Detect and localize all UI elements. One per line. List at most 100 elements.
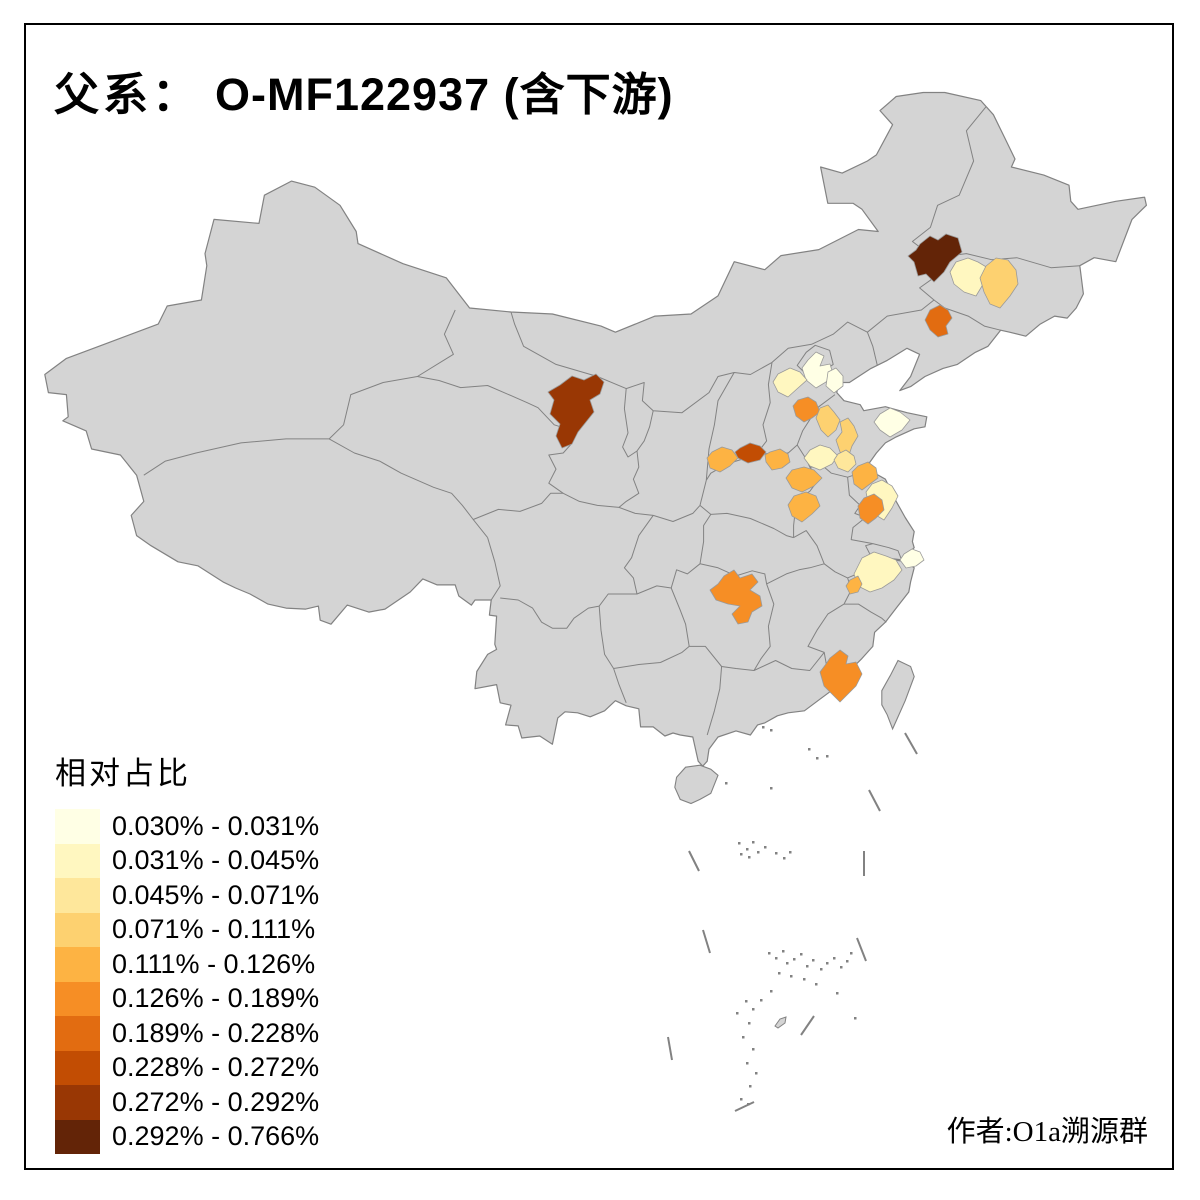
legend-row: 0.189% - 0.228%: [55, 1016, 319, 1051]
island-dot: [736, 1012, 739, 1015]
province-border: [699, 480, 707, 506]
prefecture-region-class-6: [792, 396, 821, 423]
legend-label: 0.030% - 0.031%: [112, 810, 320, 841]
prefecture-region-class-6: [709, 569, 763, 625]
small-island: [774, 1016, 787, 1029]
island-dot: [740, 853, 743, 856]
island-dot: [808, 748, 811, 751]
island-dot: [746, 848, 749, 851]
legend-label: 0.111% - 0.126%: [112, 948, 316, 979]
prefecture-region-class-5: [851, 461, 879, 491]
prefecture-region-class-4: [815, 404, 841, 438]
prefecture-region-class-6: [857, 493, 885, 525]
nine-dash-segment: [856, 937, 867, 962]
island-dot: [749, 1085, 752, 1088]
province-border: [473, 492, 564, 520]
prefecture-region-class-1: [825, 367, 844, 394]
prefecture-region-class-10: [907, 233, 963, 283]
island-dot: [836, 992, 839, 995]
island-dot: [742, 1036, 745, 1039]
prefecture-region-class-4: [979, 257, 1019, 309]
prefecture-region-class-7: [924, 304, 953, 338]
province-border: [143, 309, 456, 476]
island-dot: [747, 1103, 750, 1106]
province-border: [933, 253, 1080, 269]
province-border: [328, 438, 488, 538]
island-dot: [752, 841, 755, 844]
taiwan-island: [881, 659, 915, 731]
province-border: [706, 666, 723, 736]
island-dot: [770, 787, 773, 790]
legend-swatch: [55, 981, 100, 1016]
province-border: [487, 537, 501, 601]
prefecture-region-class-5: [845, 575, 863, 595]
legend-row: 0.272% - 0.292%: [55, 1085, 319, 1120]
legend-row: 0.071% - 0.111%: [55, 912, 319, 947]
title-prefix: 父系：: [54, 70, 202, 120]
province-border: [689, 645, 831, 692]
prefecture-region-class-2: [853, 551, 903, 593]
prefecture-region-class-5: [787, 491, 821, 523]
island-dot: [812, 959, 815, 962]
island-dot: [786, 962, 789, 965]
legend-label: 0.126% - 0.189%: [112, 983, 320, 1014]
island-dot: [748, 1022, 751, 1025]
island-dot: [760, 999, 763, 1002]
plot-frame: [24, 23, 1174, 1170]
province-border: [562, 492, 701, 522]
island-dot: [746, 1062, 749, 1065]
island-dot: [846, 960, 849, 963]
legend-swatch: [55, 1016, 100, 1051]
province-border: [598, 606, 627, 703]
island-dot: [783, 857, 786, 860]
nine-dash-segment: [702, 929, 711, 954]
legend-label: 0.272% - 0.292%: [112, 1086, 320, 1117]
hainan-island: [674, 764, 719, 805]
nine-dash-segment: [688, 850, 700, 872]
legend-swatch: [55, 878, 100, 913]
island-dot: [775, 852, 778, 855]
island-dot: [740, 1098, 743, 1101]
island-dot: [755, 1072, 758, 1075]
prefecture-region-class-1: [873, 407, 911, 438]
province-border: [766, 530, 825, 585]
province-border: [510, 106, 987, 414]
nine-dash-segment: [904, 732, 918, 755]
prefecture-region-class-9: [547, 373, 605, 449]
island-dot: [790, 975, 793, 978]
legend: 相对占比 0.030% - 0.031% 0.031% - 0.045% 0.045…: [55, 748, 319, 1154]
legend-row: 0.126% - 0.189%: [55, 981, 320, 1016]
island-dot: [854, 1017, 857, 1020]
island-dot: [793, 958, 796, 961]
island-dot: [745, 1000, 748, 1003]
nine-dash-segment: [868, 789, 881, 812]
island-dot: [770, 729, 773, 732]
island-dot: [770, 990, 773, 993]
prefecture-region-class-6: [819, 649, 863, 703]
prefecture-region-class-2: [803, 444, 839, 471]
province-border: [699, 514, 712, 564]
island-dot: [820, 968, 823, 971]
province-border: [699, 563, 768, 584]
island-dot: [752, 1048, 755, 1051]
island-dot: [752, 1008, 755, 1011]
province-border: [755, 362, 773, 456]
island-dot: [725, 782, 728, 785]
legend-row: 0.031% - 0.045%: [55, 843, 320, 878]
nine-dash-segment: [734, 1101, 755, 1112]
legend-label: 0.071% - 0.111%: [112, 914, 316, 945]
title-value: O-MF122937 (含下游): [215, 69, 674, 120]
legend-row: 0.030% - 0.031%: [55, 809, 319, 844]
legend-label: 0.031% - 0.045%: [112, 845, 320, 876]
prefecture-region-class-3: [833, 449, 857, 473]
prefecture-region-class-5: [706, 446, 739, 473]
legend-row: 0.045% - 0.071%: [55, 878, 319, 913]
island-dot: [789, 851, 792, 854]
island-dot: [738, 842, 741, 845]
province-border: [623, 515, 654, 595]
province-border: [500, 585, 672, 629]
island-dot: [748, 856, 751, 859]
legend-label: 0.228% - 0.272%: [112, 1052, 320, 1083]
legend-row: 0.292% - 0.766%: [55, 1119, 319, 1154]
